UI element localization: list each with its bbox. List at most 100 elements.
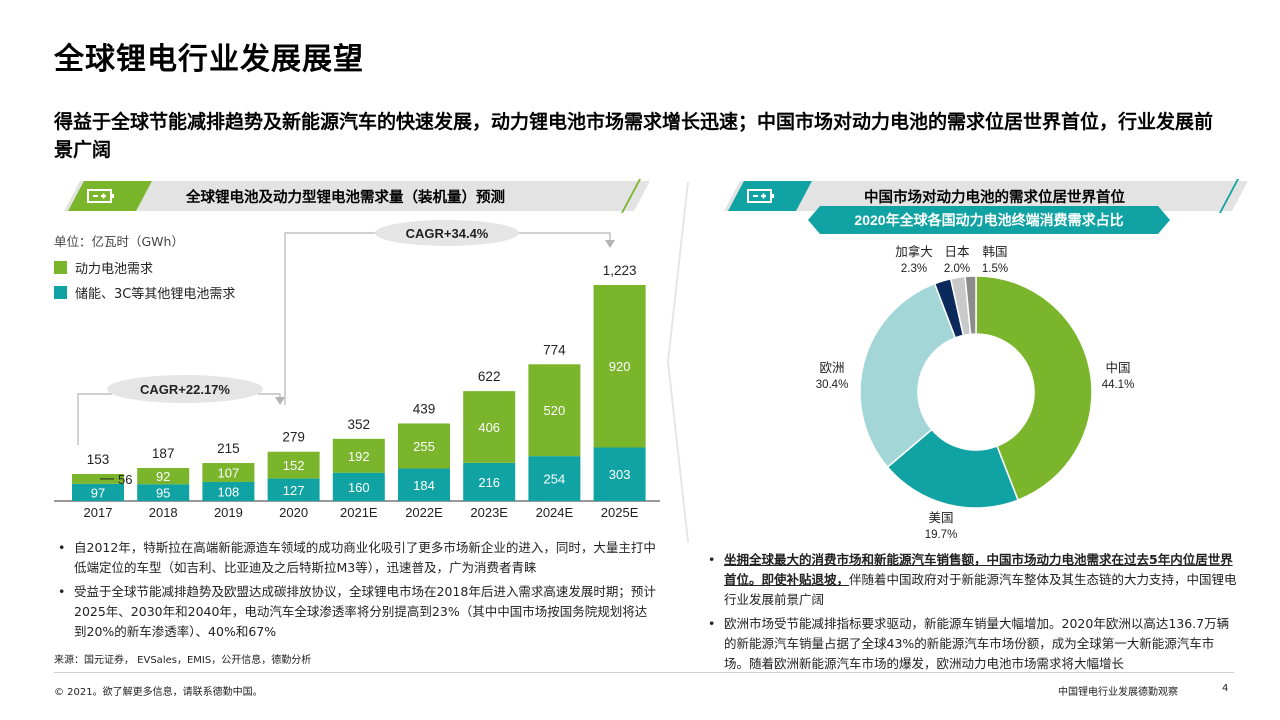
bar-label-power-2019: 107 [218, 465, 240, 480]
bar-label-other-2021E: 160 [348, 480, 370, 495]
bar-label-other-2017: 97 [91, 485, 105, 500]
list-item: 受益于全球节能减排趋势及欧盟达成碳排放协议，全球锂电市场在2018年后进入需求高… [58, 582, 658, 642]
bar-total-2025E: 1,223 [603, 263, 637, 278]
legend-item-power: 动力电池需求 [54, 258, 153, 277]
pie-label-name-5: 韩国 [982, 244, 1007, 259]
bar-other-2021E [332, 472, 385, 501]
page-title: 全球锂电行业发展展望 [54, 42, 364, 77]
pie-label-value-2: 30.4% [816, 379, 849, 391]
cagr-annotations: CAGR+22.17% CAGR+34.4% [77, 220, 615, 445]
copyright: © 2021。欲了解更多信息，请联系德勤中国。 [54, 687, 263, 698]
bar-power-2025E [593, 285, 646, 448]
bar-label-power-2020: 152 [283, 458, 305, 473]
page-number: 4 [1222, 683, 1229, 694]
bar-power-2019 [202, 463, 255, 482]
left-banner-title: 全球锂电池及动力型锂电池需求量（装机量）预测 [186, 190, 505, 206]
bar-power-2017 [72, 473, 124, 484]
bar-label-other-2023E: 216 [478, 475, 500, 490]
x-tick-2024E: 2024E [536, 505, 574, 520]
cagr-1-bracket-right [258, 393, 281, 398]
pie-label-name-1: 美国 [928, 511, 953, 525]
bar-other-2025E [593, 447, 646, 501]
pie-title: 2020年全球各国动力电池终端消费需求占比 [854, 212, 1123, 228]
bar-label-power-2024E: 520 [544, 403, 566, 418]
bar-label-power-2022E: 255 [413, 439, 435, 454]
cagr-1-label: CAGR+22.17% [140, 382, 230, 397]
x-tick-2017: 2017 [84, 505, 113, 520]
pie-slice-5 [964, 275, 977, 336]
list-item: 坐拥全球最大的消费市场和新能源汽车销售额，中国市场动力电池需求在过去5年内位居世… [708, 550, 1238, 610]
cagr-2-bubble [375, 220, 519, 246]
bar-label-other-2022E: 184 [413, 478, 435, 493]
pie-label-name-3: 加拿大 [895, 244, 933, 259]
panel-divider [666, 182, 689, 542]
right-section-banner: 中国市场对动力电池的需求位居世界首位 [724, 179, 1248, 213]
footer-divider [54, 672, 1234, 673]
bar-power-2022E [398, 423, 450, 469]
bar-label-power-2018: 92 [156, 469, 170, 484]
bar-total-2021E: 352 [348, 417, 371, 432]
bar-power-2024E [528, 364, 581, 457]
legend-label: 动力电池需求 [75, 262, 154, 277]
x-tick-2018: 2018 [149, 505, 178, 520]
bar-total-2018: 187 [152, 446, 175, 461]
unit-label: 单位：亿瓦时（GWh） [54, 234, 184, 249]
right-banner-title: 中国市场对动力电池的需求位居世界首位 [864, 190, 1125, 206]
legend-swatch [54, 286, 67, 299]
pie-label-name-4: 日本 [944, 245, 970, 259]
pie-slice-0 [975, 275, 1093, 502]
list-item: 欧洲市场受节能减排指标要求驱动，新能源车销量大幅增加。2020年欧洲以高达136… [708, 614, 1238, 674]
battery-icon [87, 189, 114, 203]
bar-label-power-2025E: 920 [609, 359, 631, 374]
pie-label-value-5: 1.5% [982, 263, 1008, 275]
right-bullet-list: 坐拥全球最大的消费市场和新能源汽车销售额，中国市场动力电池需求在过去5年内位居世… [708, 550, 1238, 678]
bar-other-2020 [267, 478, 320, 501]
left-bullet-list: 自2012年，特斯拉在高端新能源造车领域的成功商业化吸引了更多市场新企业的进入，… [58, 538, 658, 646]
footer-doc-title: 中国锂电行业发展德勤观察 [1058, 687, 1178, 698]
x-tick-2019: 2019 [214, 505, 243, 520]
bar-other-2023E [463, 462, 516, 501]
page-subtitle: 得益于全球节能减排趋势及新能源汽车的快速发展，动力锂电池市场需求增长迅速；中国市… [54, 111, 1214, 161]
bar-total-2019: 215 [217, 441, 240, 456]
bar-label-power-2023E: 406 [478, 420, 500, 435]
bar-other-2018 [137, 484, 190, 501]
bar-total-2023E: 622 [478, 369, 501, 384]
pie-label-value-1: 19.7% [925, 529, 958, 540]
x-tick-2023E: 2023E [470, 505, 508, 520]
x-tick-2025E: 2025E [601, 505, 639, 520]
bar-chart: CAGR+22.17% CAGR+34.4% 97 56 153 2017 95 92 18… [54, 220, 660, 520]
pie-label-name-0: 中国 [1105, 360, 1130, 375]
pie-label-name-2: 欧洲 [819, 361, 844, 375]
bar-power-2020 [267, 451, 320, 479]
x-tick-2022E: 2022E [405, 505, 443, 520]
bar-other-2024E [528, 456, 581, 501]
bar-power-2021E [332, 438, 385, 473]
bar-total-2022E: 439 [413, 401, 436, 416]
pie-label-value-0: 44.1% [1102, 379, 1135, 391]
bar-total-2024E: 774 [543, 342, 566, 357]
cagr-2-arrow [605, 240, 615, 248]
bullet-bold-text: 坐拥全球最大的消费市场和新能源汽车销售额，中国市场动力电池需求在过去5年内位居世… [724, 552, 1233, 587]
cagr-2-label: CAGR+34.4% [406, 226, 489, 241]
bar-label-other-2018: 95 [156, 486, 170, 501]
bar-label-other-2024E: 254 [544, 472, 566, 487]
legend-label: 储能、3C等其他锂电池需求 [75, 287, 236, 302]
pie-label-value-4: 2.0% [944, 263, 970, 275]
x-tick-2021E: 2021E [340, 505, 378, 520]
bar-total-2017: 153 [87, 452, 110, 467]
bar-total-2020: 279 [282, 430, 305, 445]
bar-other-2017 [72, 483, 124, 501]
bar-label-other-2019: 108 [218, 484, 240, 499]
pie-label-value-3: 2.3% [901, 263, 927, 275]
bar-power-2023E [463, 391, 516, 463]
cagr-2-bracket-left [284, 232, 376, 405]
pie-slice-4 [949, 275, 972, 337]
left-section-banner: 全球锂电池及动力型锂电池需求量（装机量）预测 [64, 179, 650, 213]
bar-other-2019 [202, 481, 255, 501]
list-item: 自2012年，特斯拉在高端新能源造车领域的成功商业化吸引了更多市场新企业的进入，… [58, 538, 658, 578]
cagr-2-bracket-right [518, 232, 611, 240]
battery-icon [747, 189, 774, 203]
bar-label-other-2020: 127 [283, 483, 305, 498]
cagr-1-bracket-left [77, 393, 112, 445]
bar-label-power-2017: 56 [118, 472, 132, 487]
